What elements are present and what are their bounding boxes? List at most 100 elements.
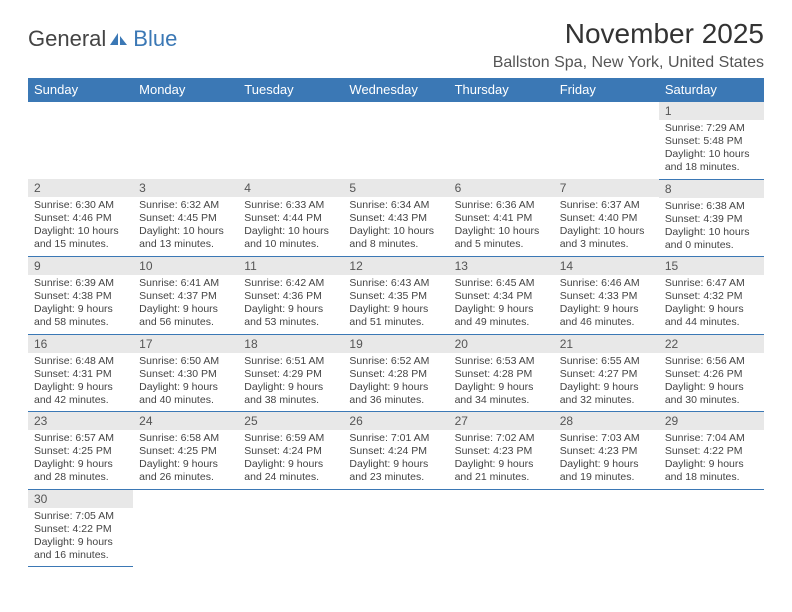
day-number: 15 bbox=[659, 257, 764, 275]
day-detail: Sunrise: 6:55 AMSunset: 4:27 PMDaylight:… bbox=[554, 353, 659, 412]
day-header: Thursday bbox=[449, 78, 554, 102]
sunrise-line: Sunrise: 7:01 AM bbox=[349, 432, 429, 444]
day-number: 30 bbox=[28, 490, 133, 508]
calendar-cell: 19Sunrise: 6:52 AMSunset: 4:28 PMDayligh… bbox=[343, 334, 448, 412]
calendar-cell: 30Sunrise: 7:05 AMSunset: 4:22 PMDayligh… bbox=[28, 489, 133, 567]
calendar-cell bbox=[133, 102, 238, 180]
day-detail: Sunrise: 7:01 AMSunset: 4:24 PMDaylight:… bbox=[343, 430, 448, 489]
sunrise-line: Sunrise: 7:04 AM bbox=[665, 432, 745, 444]
calendar-cell bbox=[343, 102, 448, 180]
daylight-line: Daylight: 9 hours and 36 minutes. bbox=[349, 381, 428, 406]
day-number: 28 bbox=[554, 412, 659, 430]
logo: General Blue bbox=[28, 26, 177, 52]
calendar-row: 16Sunrise: 6:48 AMSunset: 4:31 PMDayligh… bbox=[28, 334, 764, 412]
sunrise-line: Sunrise: 6:38 AM bbox=[665, 200, 745, 212]
day-detail: Sunrise: 6:53 AMSunset: 4:28 PMDaylight:… bbox=[449, 353, 554, 412]
calendar-cell bbox=[554, 489, 659, 567]
day-detail: Sunrise: 6:38 AMSunset: 4:39 PMDaylight:… bbox=[659, 198, 764, 257]
daylight-line: Daylight: 10 hours and 15 minutes. bbox=[34, 225, 119, 250]
day-number: 12 bbox=[343, 257, 448, 275]
sunrise-line: Sunrise: 6:50 AM bbox=[139, 355, 219, 367]
day-detail: Sunrise: 7:05 AMSunset: 4:22 PMDaylight:… bbox=[28, 508, 133, 567]
calendar-cell bbox=[659, 489, 764, 567]
day-detail: Sunrise: 6:56 AMSunset: 4:26 PMDaylight:… bbox=[659, 353, 764, 412]
day-number: 11 bbox=[238, 257, 343, 275]
sunrise-line: Sunrise: 6:30 AM bbox=[34, 199, 114, 211]
sunrise-line: Sunrise: 6:52 AM bbox=[349, 355, 429, 367]
daylight-line: Daylight: 9 hours and 53 minutes. bbox=[244, 303, 323, 328]
day-number: 6 bbox=[449, 179, 554, 197]
calendar-cell: 25Sunrise: 6:59 AMSunset: 4:24 PMDayligh… bbox=[238, 412, 343, 490]
daylight-line: Daylight: 10 hours and 8 minutes. bbox=[349, 225, 434, 250]
day-number: 14 bbox=[554, 257, 659, 275]
sunrise-line: Sunrise: 7:29 AM bbox=[665, 122, 745, 134]
calendar-cell: 3Sunrise: 6:32 AMSunset: 4:45 PMDaylight… bbox=[133, 179, 238, 257]
sunset-line: Sunset: 4:26 PM bbox=[665, 368, 743, 380]
day-detail: Sunrise: 6:41 AMSunset: 4:37 PMDaylight:… bbox=[133, 275, 238, 334]
day-detail: Sunrise: 6:47 AMSunset: 4:32 PMDaylight:… bbox=[659, 275, 764, 334]
calendar-cell bbox=[449, 102, 554, 180]
daylight-line: Daylight: 10 hours and 3 minutes. bbox=[560, 225, 645, 250]
day-detail: Sunrise: 6:30 AMSunset: 4:46 PMDaylight:… bbox=[28, 197, 133, 256]
day-number: 21 bbox=[554, 335, 659, 353]
daylight-line: Daylight: 9 hours and 32 minutes. bbox=[560, 381, 639, 406]
sunset-line: Sunset: 4:37 PM bbox=[139, 290, 217, 302]
sunset-line: Sunset: 4:39 PM bbox=[665, 213, 743, 225]
day-number: 17 bbox=[133, 335, 238, 353]
day-detail: Sunrise: 6:50 AMSunset: 4:30 PMDaylight:… bbox=[133, 353, 238, 412]
day-detail: Sunrise: 6:42 AMSunset: 4:36 PMDaylight:… bbox=[238, 275, 343, 334]
calendar-cell: 27Sunrise: 7:02 AMSunset: 4:23 PMDayligh… bbox=[449, 412, 554, 490]
calendar-row: 1Sunrise: 7:29 AMSunset: 5:48 PMDaylight… bbox=[28, 102, 764, 180]
daylight-line: Daylight: 9 hours and 34 minutes. bbox=[455, 381, 534, 406]
sunset-line: Sunset: 4:41 PM bbox=[455, 212, 533, 224]
day-detail: Sunrise: 6:34 AMSunset: 4:43 PMDaylight:… bbox=[343, 197, 448, 256]
calendar-cell: 20Sunrise: 6:53 AMSunset: 4:28 PMDayligh… bbox=[449, 334, 554, 412]
day-header: Sunday bbox=[28, 78, 133, 102]
daylight-line: Daylight: 9 hours and 30 minutes. bbox=[665, 381, 744, 406]
calendar-cell: 8Sunrise: 6:38 AMSunset: 4:39 PMDaylight… bbox=[659, 179, 764, 257]
sunrise-line: Sunrise: 6:57 AM bbox=[34, 432, 114, 444]
daylight-line: Daylight: 9 hours and 26 minutes. bbox=[139, 458, 218, 483]
daylight-line: Daylight: 10 hours and 0 minutes. bbox=[665, 226, 750, 251]
daylight-line: Daylight: 9 hours and 16 minutes. bbox=[34, 536, 113, 561]
sunrise-line: Sunrise: 6:46 AM bbox=[560, 277, 640, 289]
daylight-line: Daylight: 9 hours and 24 minutes. bbox=[244, 458, 323, 483]
daylight-line: Daylight: 10 hours and 13 minutes. bbox=[139, 225, 224, 250]
day-detail: Sunrise: 6:51 AMSunset: 4:29 PMDaylight:… bbox=[238, 353, 343, 412]
day-number: 3 bbox=[133, 179, 238, 197]
calendar-table: SundayMondayTuesdayWednesdayThursdayFrid… bbox=[28, 78, 764, 567]
daylight-line: Daylight: 9 hours and 18 minutes. bbox=[665, 458, 744, 483]
day-number: 13 bbox=[449, 257, 554, 275]
daylight-line: Daylight: 9 hours and 23 minutes. bbox=[349, 458, 428, 483]
daylight-line: Daylight: 10 hours and 18 minutes. bbox=[665, 148, 750, 173]
calendar-cell bbox=[343, 489, 448, 567]
sunrise-line: Sunrise: 6:58 AM bbox=[139, 432, 219, 444]
sunset-line: Sunset: 4:31 PM bbox=[34, 368, 112, 380]
sunrise-line: Sunrise: 6:36 AM bbox=[455, 199, 535, 211]
calendar-cell: 10Sunrise: 6:41 AMSunset: 4:37 PMDayligh… bbox=[133, 257, 238, 335]
sunrise-line: Sunrise: 6:33 AM bbox=[244, 199, 324, 211]
calendar-cell: 23Sunrise: 6:57 AMSunset: 4:25 PMDayligh… bbox=[28, 412, 133, 490]
sunset-line: Sunset: 4:24 PM bbox=[244, 445, 322, 457]
daylight-line: Daylight: 10 hours and 10 minutes. bbox=[244, 225, 329, 250]
day-header: Monday bbox=[133, 78, 238, 102]
day-detail: Sunrise: 7:03 AMSunset: 4:23 PMDaylight:… bbox=[554, 430, 659, 489]
sunrise-line: Sunrise: 6:51 AM bbox=[244, 355, 324, 367]
sunrise-line: Sunrise: 6:55 AM bbox=[560, 355, 640, 367]
daylight-line: Daylight: 9 hours and 51 minutes. bbox=[349, 303, 428, 328]
sunrise-line: Sunrise: 6:53 AM bbox=[455, 355, 535, 367]
sunset-line: Sunset: 4:29 PM bbox=[244, 368, 322, 380]
calendar-cell: 29Sunrise: 7:04 AMSunset: 4:22 PMDayligh… bbox=[659, 412, 764, 490]
sunset-line: Sunset: 4:40 PM bbox=[560, 212, 638, 224]
sunrise-line: Sunrise: 6:42 AM bbox=[244, 277, 324, 289]
calendar-cell: 16Sunrise: 6:48 AMSunset: 4:31 PMDayligh… bbox=[28, 334, 133, 412]
sunset-line: Sunset: 4:23 PM bbox=[560, 445, 638, 457]
calendar-cell bbox=[133, 489, 238, 567]
sunset-line: Sunset: 5:48 PM bbox=[665, 135, 743, 147]
day-number: 10 bbox=[133, 257, 238, 275]
daylight-line: Daylight: 9 hours and 19 minutes. bbox=[560, 458, 639, 483]
calendar-cell: 5Sunrise: 6:34 AMSunset: 4:43 PMDaylight… bbox=[343, 179, 448, 257]
day-detail: Sunrise: 7:02 AMSunset: 4:23 PMDaylight:… bbox=[449, 430, 554, 489]
sunset-line: Sunset: 4:33 PM bbox=[560, 290, 638, 302]
day-number: 29 bbox=[659, 412, 764, 430]
